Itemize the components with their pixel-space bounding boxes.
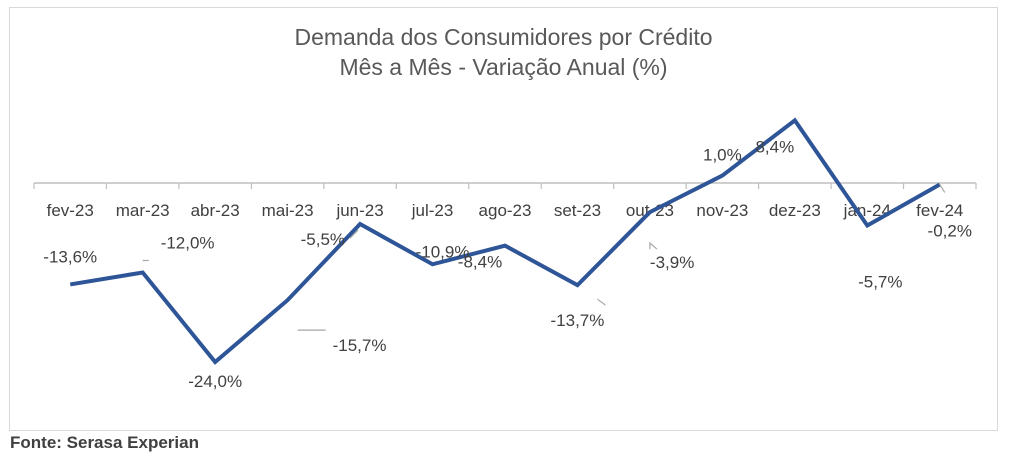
data-label: 8,4% <box>755 137 794 156</box>
source-note: Fonte: Serasa Experian <box>10 433 199 452</box>
data-label: -10,9% <box>416 242 470 261</box>
leader-line <box>939 184 946 193</box>
x-tick-label: abr-23 <box>191 201 240 220</box>
leader-line <box>649 241 658 250</box>
data-label: -12,0% <box>161 234 215 253</box>
x-tick-label: ago-23 <box>479 201 532 220</box>
x-tick-label: jul-23 <box>411 201 454 220</box>
x-tick-label: mar-23 <box>116 201 170 220</box>
data-label: 1,0% <box>703 146 742 165</box>
data-label: -8,4% <box>458 253 502 272</box>
x-tick-label: fev-24 <box>916 201 963 220</box>
data-label: -5,5% <box>301 230 345 249</box>
leader-line <box>349 229 359 239</box>
data-label: -0,2% <box>928 221 972 240</box>
x-tick-label: mai-23 <box>262 201 314 220</box>
chart-subtitle: Mês a Mês - Variação Anual (%) <box>339 54 668 80</box>
chart-title: Demanda dos Consumidores por Crédito <box>294 24 713 50</box>
chart-frame <box>9 7 998 431</box>
x-tick-label: nov-23 <box>696 201 748 220</box>
data-label: -5,7% <box>858 273 902 292</box>
data-label: -24,0% <box>188 372 242 391</box>
x-tick-label: set-23 <box>554 201 601 220</box>
data-label: -13,6% <box>43 247 97 266</box>
data-label: -15,7% <box>333 336 387 355</box>
data-label: -3,9% <box>650 253 694 272</box>
data-label: -13,7% <box>551 311 605 330</box>
x-tick-label: dez-23 <box>769 201 821 220</box>
leader-line <box>597 298 606 306</box>
x-tick-label: jun-23 <box>335 201 383 220</box>
x-tick-label: fev-23 <box>47 201 94 220</box>
